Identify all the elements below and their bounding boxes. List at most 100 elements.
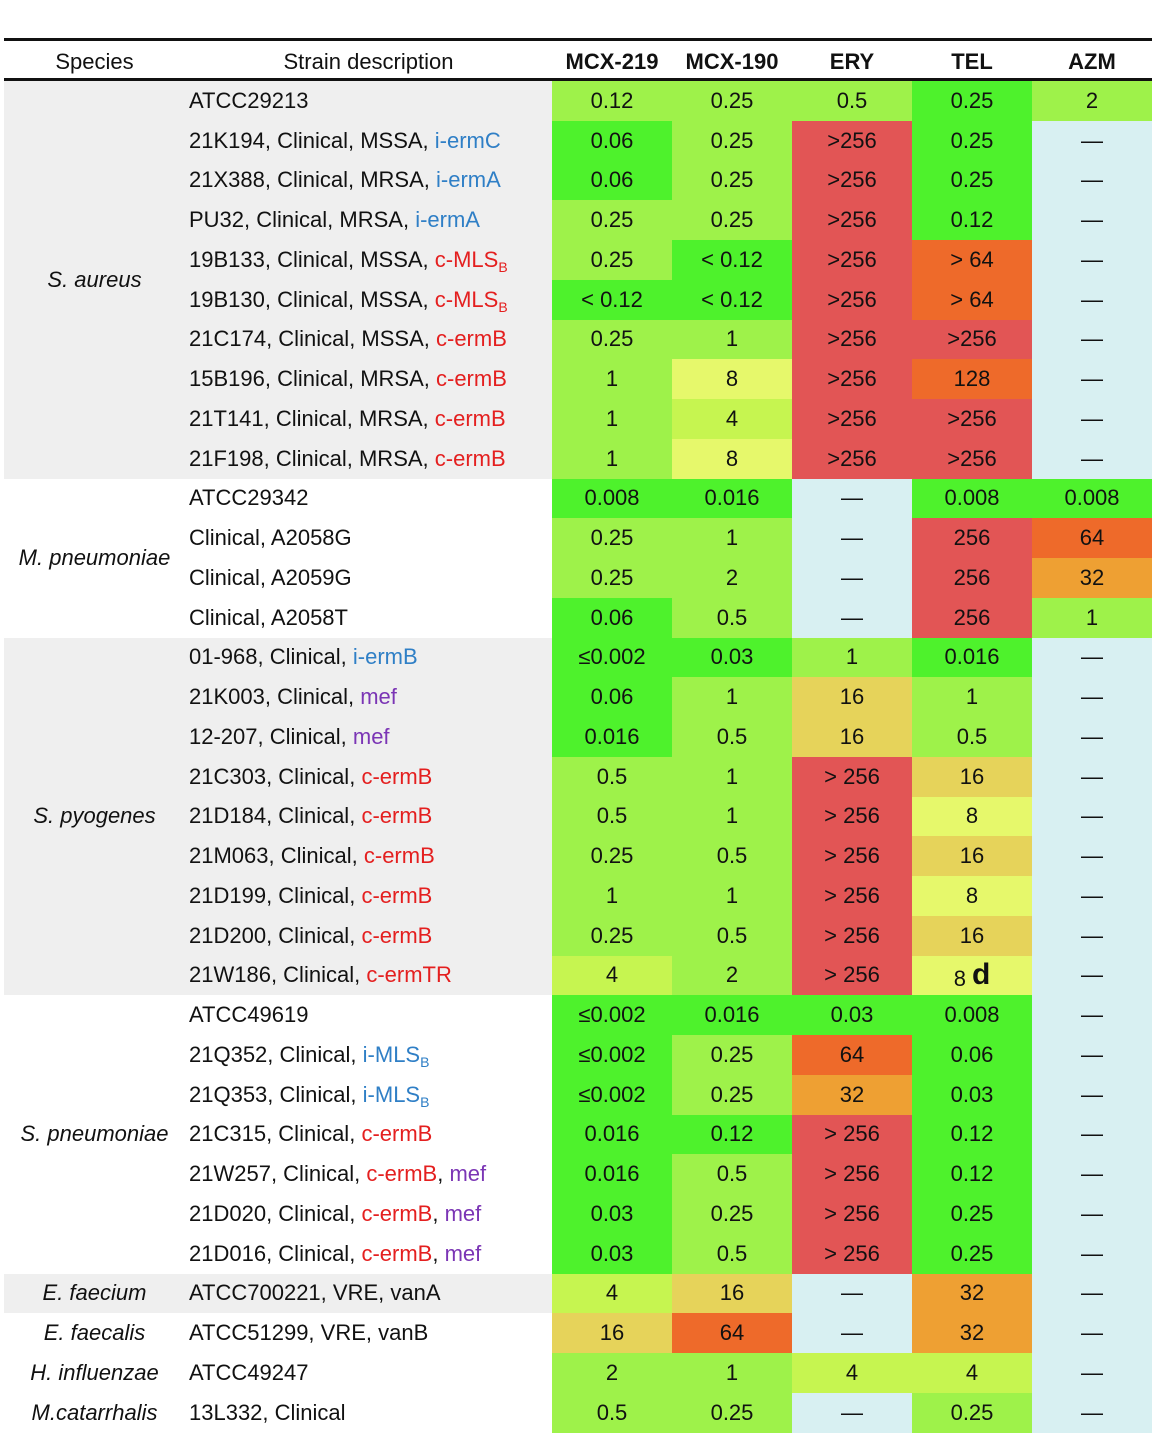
strain-cell: Clinical, A2059G [185, 558, 552, 598]
mic-cell-tel: >256 [912, 319, 1032, 360]
mic-cell-tel: 256 [912, 518, 1032, 558]
mic-value: 2 [1085, 87, 1099, 113]
strain-cell: 21C315, Clinical, c-ermB [185, 1115, 552, 1155]
mic-cell-mcx219: 4 [552, 955, 672, 996]
mic-value: 1 [605, 366, 619, 392]
mic-cell-mcx219: 0.25 [552, 558, 672, 598]
mic-cell-mcx219: 0.5 [552, 756, 672, 797]
mic-cell-tel: 8 [912, 796, 1032, 837]
strain-text: 12-207, Clinical, [189, 723, 353, 749]
mic-cell-tel: 0.008 [912, 478, 1032, 519]
strain-text: 21D020, Clinical, [189, 1200, 362, 1226]
mic-value: > 256 [824, 882, 880, 908]
mic-value: 64 [1079, 525, 1105, 551]
mic-cell-mcx190: 0.5 [672, 1233, 792, 1274]
strain-cell: 19B133, Clinical, MSSA, c-MLSB [185, 240, 552, 280]
mic-value: 0.12 [590, 87, 634, 113]
mic-value: 0.25 [950, 87, 994, 113]
mic-value: 1 [725, 763, 739, 789]
mic-cell-mcx219: 0.06 [552, 597, 672, 638]
strain-text: 21K003, Clinical, [189, 684, 361, 710]
table-row: 21X388, Clinical, MRSA, i-ermA 0.06 0.25 >2… [4, 160, 1152, 201]
mic-cell-tel: 0.03 [912, 1074, 1032, 1115]
header-azm: AZM [1068, 49, 1116, 74]
mic-cell-tel: 0.06 [912, 1035, 1032, 1075]
mic-cell-mcx190: 0.12 [672, 1114, 792, 1155]
strain-text: c-ermB [361, 1200, 433, 1226]
mic-value: — [1081, 1081, 1103, 1107]
mic-value: > 256 [824, 1121, 880, 1147]
mic-cell-mcx190: 1 [672, 319, 792, 360]
mic-cell-mcx219: 0.016 [552, 717, 672, 757]
strain-text: c-ermB [434, 445, 506, 471]
mic-value: 256 [953, 604, 991, 630]
mic-value: 4 [845, 1359, 859, 1385]
strain-text: mef [352, 723, 390, 749]
mic-value: 0.25 [950, 167, 994, 193]
mic-value: 8 [965, 882, 979, 908]
strain-subscript: B [498, 258, 508, 275]
mic-value: 1 [725, 1359, 739, 1385]
mic-cell-ery: — [792, 1313, 912, 1353]
mic-value: > 256 [824, 843, 880, 869]
table-row: 19B133, Clinical, MSSA, c-MLSB 0.25 < 0.12… [4, 240, 1152, 280]
mic-cell-azm: 1 [1032, 597, 1152, 638]
mic-cell-ery: — [792, 558, 912, 598]
strain-text: i-ermA [415, 207, 480, 233]
mic-cell-ery: > 256 [792, 1114, 912, 1155]
strain-text: 21Q353, Clinical, [189, 1081, 363, 1107]
species-cell: M.catarrhalis [31, 1399, 158, 1425]
mic-value: — [1081, 1041, 1103, 1067]
mic-cell-tel: 16 [912, 915, 1032, 956]
mic-value: 0.03 [830, 1002, 874, 1028]
mic-value: > 256 [824, 1161, 880, 1187]
mic-value: — [1081, 286, 1103, 312]
mic-cell-mcx190: 1 [672, 756, 792, 797]
mic-cell-azm: — [1032, 1313, 1152, 1353]
mic-cell-ery: 64 [792, 1035, 912, 1075]
mic-cell-tel: 0.25 [912, 81, 1032, 121]
strain-cell: 21Q352, Clinical, i-MLSB [185, 1035, 552, 1075]
mic-cell-ery: 4 [792, 1353, 912, 1393]
strain-text: mef [449, 1161, 487, 1187]
strain-text: 19B130, Clinical, MSSA, [189, 286, 435, 312]
header-strain: Strain description [283, 49, 454, 74]
mic-value: 16 [959, 763, 985, 789]
strain-cell: Clinical, A2058G [185, 518, 552, 558]
mic-value: >256 [827, 366, 877, 392]
strain-text: PU32, Clinical, MRSA, [189, 207, 416, 233]
mic-value: >256 [827, 167, 877, 193]
table-row: Clinical, A2059G 0.25 2 — 256 32 [4, 558, 1152, 598]
mic-value: — [841, 604, 863, 630]
mic-value: 0.25 [590, 843, 634, 869]
mic-cell-mcx190: 1 [672, 876, 792, 916]
strain-text: mef [444, 1240, 482, 1266]
mic-cell-mcx219: 1 [552, 399, 672, 439]
mic-value: > 64 [950, 246, 994, 272]
mic-cell-mcx219: 0.12 [552, 81, 672, 121]
mic-cell-mcx190: 0.25 [672, 1074, 792, 1115]
mic-value: >256 [827, 405, 877, 431]
mic-cell-tel: 0.25 [912, 1392, 1032, 1433]
mic-value: — [841, 485, 863, 511]
mic-value: 1 [605, 882, 619, 908]
strain-text: ATCC700221, VRE, vanA [189, 1280, 441, 1306]
strain-text: ATCC49619 [189, 1002, 309, 1028]
mic-cell-azm: 32 [1032, 558, 1152, 598]
strain-text: , [432, 1200, 445, 1226]
mic-cell-mcx219: 1 [552, 359, 672, 399]
mic-cell-ery: >256 [792, 279, 912, 320]
mic-value: 2 [605, 1359, 619, 1385]
mic-value: 0.008 [1064, 485, 1120, 511]
mic-value: 0.03 [590, 1240, 634, 1266]
strain-cell: 21W186, Clinical, c-ermTR [185, 955, 552, 996]
mic-value: 32 [959, 1280, 985, 1306]
mic-cell-ery: — [792, 478, 912, 519]
mic-value: 0.5 [716, 843, 748, 869]
mic-cell-mcx190: 0.016 [672, 478, 792, 519]
mic-cell-ery: >256 [792, 399, 912, 439]
mic-cell-mcx219: 16 [552, 1313, 672, 1353]
table-row: 21C174, Clinical, MSSA, c-ermB 0.25 1 >256 >… [4, 319, 1152, 360]
strain-text: 21C174, Clinical, MSSA, [189, 326, 436, 352]
mic-cell-mcx190: 4 [672, 399, 792, 439]
